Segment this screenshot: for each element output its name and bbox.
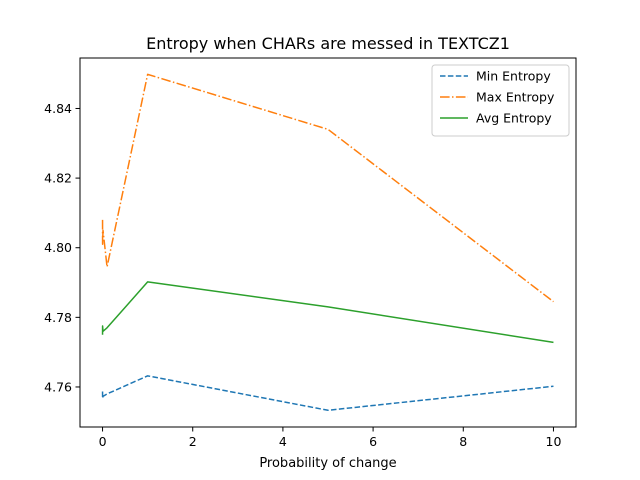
- legend-label: Max Entropy: [476, 90, 555, 105]
- series-line-min-entropy: [101, 375, 554, 412]
- x-axis: 0 2 4 6 8 10: [99, 427, 562, 449]
- x-tick-label: 4: [279, 434, 287, 449]
- x-tick-label: 0: [99, 434, 107, 449]
- x-tick-label: 10: [546, 434, 562, 449]
- y-tick-label: 4.84: [44, 101, 72, 116]
- legend: Min Entropy Max Entropy Avg Entropy: [431, 64, 570, 137]
- chart-title: Entropy when CHARs are messed in TEXTCZ1: [146, 34, 510, 53]
- series-line-avg-entropy: [101, 281, 554, 344]
- x-axis-label: Probability of change: [259, 456, 396, 471]
- series-layer: [101, 73, 554, 412]
- plot-area-frame: [79, 57, 577, 428]
- y-tick-label: 4.80: [44, 240, 72, 255]
- series-line-max-entropy: [101, 73, 554, 303]
- legend-label: Avg Entropy: [476, 111, 552, 126]
- y-tick-label: 4.82: [44, 171, 72, 186]
- x-tick-label: 6: [369, 434, 377, 449]
- x-tick-label: 2: [189, 434, 197, 449]
- legend-label: Min Entropy: [476, 69, 551, 84]
- y-axis: 4.76 4.78 4.80 4.82 4.84: [44, 101, 80, 394]
- y-tick-label: 4.76: [44, 379, 72, 394]
- x-tick-label: 8: [459, 434, 467, 449]
- y-tick-label: 4.78: [44, 310, 72, 325]
